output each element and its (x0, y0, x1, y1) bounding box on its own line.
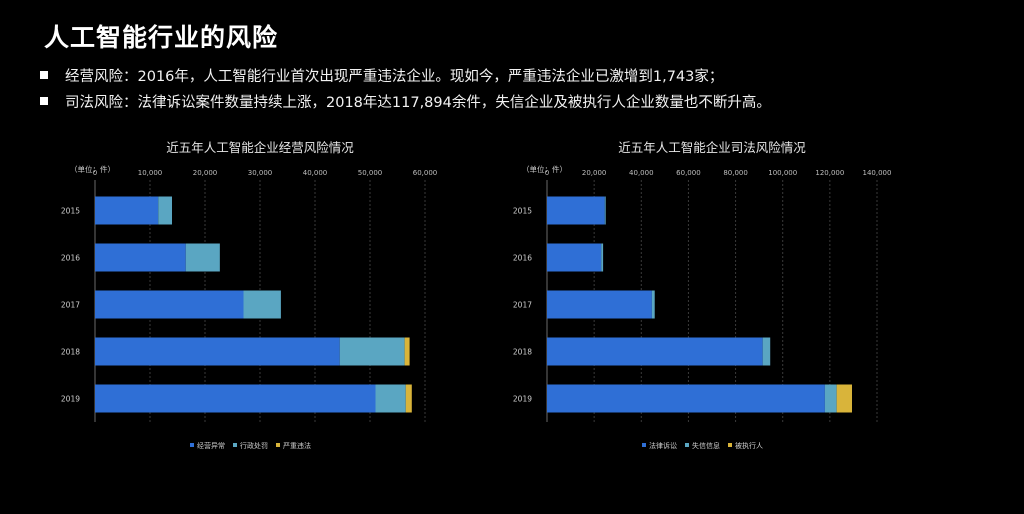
x-tick-label: 40,000 (629, 169, 654, 177)
category-label: 2018 (61, 348, 80, 357)
bar-segment (95, 243, 186, 272)
chart-title: 近五年人工智能企业司法风险情况 (618, 140, 806, 155)
bar-segment (547, 290, 652, 319)
x-tick-label: 80,000 (723, 169, 748, 177)
chart-judicial-risk: 近五年人工智能企业司法风险情况 （单位：件） 0 20,000 40,000 60,000… (492, 130, 932, 510)
legend-swatch (642, 443, 646, 447)
bar-segment (604, 196, 606, 225)
bullet-list: 经营风险：2016年，人工智能行业首次出现严重违法企业。现如今，严重违法企业已激… (40, 62, 1000, 114)
bar-segment (601, 243, 604, 272)
legend-swatch (728, 443, 732, 447)
bar-segment (95, 384, 376, 413)
x-tick-label: 50,000 (358, 169, 383, 177)
bar-segment (95, 290, 244, 319)
legend-label: 法律诉讼 (649, 441, 677, 450)
x-tick-label: 0 (545, 169, 549, 177)
x-tick-label: 30,000 (248, 169, 273, 177)
bar-segment (547, 196, 605, 225)
category-label: 2018 (513, 348, 532, 357)
x-tick-label: 100,000 (768, 169, 797, 177)
unit-label: （单位：件） (522, 164, 567, 174)
bar-segment (95, 337, 340, 366)
bar-segment (375, 384, 406, 413)
bar-segment (824, 384, 837, 413)
bar-segment (158, 196, 172, 225)
bar-segment (651, 290, 655, 319)
bullet-item: 经营风险：2016年，人工智能行业首次出现严重违法企业。现如今，严重违法企业已激… (40, 62, 1000, 88)
bullet-item: 司法风险：法律诉讼案件数量持续上涨，2018年达117,894余件，失信企业及被… (40, 88, 1000, 114)
x-tick-label: 120,000 (815, 169, 844, 177)
legend-label: 经营异常 (197, 441, 225, 450)
bullet-text: 经营风险：2016年，人工智能行业首次出现严重违法企业。现如今，严重违法企业已激… (65, 68, 724, 85)
bar-segment (95, 196, 159, 225)
bar-segment (243, 290, 281, 319)
x-tick-label: 40,000 (303, 169, 328, 177)
square-bullet-icon (40, 97, 48, 105)
category-label: 2017 (61, 301, 80, 310)
legend-swatch (685, 443, 689, 447)
chart-title: 近五年人工智能企业经营风险情况 (166, 140, 354, 155)
x-tick-label: 20,000 (582, 169, 607, 177)
chart-business-risk: 近五年人工智能企业经营风险情况 （单位：件） 0 10,000 20,000 30,000… (40, 130, 480, 510)
category-label: 2015 (513, 207, 532, 216)
x-tick-label: 60,000 (676, 169, 701, 177)
page-title: 人工智能行业的风险 (44, 23, 279, 52)
bar-segment (185, 243, 220, 272)
category-label: 2019 (61, 395, 80, 404)
category-label: 2016 (513, 254, 532, 263)
category-label: 2017 (513, 301, 532, 310)
bar-segment (404, 337, 410, 366)
legend-swatch (276, 443, 280, 447)
bar-segment (339, 337, 405, 366)
legend-label: 行政处罚 (240, 441, 268, 450)
legend-swatch (190, 443, 194, 447)
bar-segment (547, 384, 825, 413)
x-tick-label: 10,000 (138, 169, 163, 177)
legend-label: 严重违法 (283, 441, 311, 450)
category-label: 2019 (513, 395, 532, 404)
square-bullet-icon (40, 71, 48, 79)
bar-segment (547, 337, 763, 366)
unit-label: （单位：件） (70, 164, 115, 174)
bullet-text: 司法风险：法律诉讼案件数量持续上涨，2018年达117,894余件，失信企业及被… (65, 94, 771, 111)
legend-swatch (233, 443, 237, 447)
chart-svg: 近五年人工智能企业经营风险情况 （单位：件）0 10,000 20,000 30,000… (61, 140, 438, 450)
category-label: 2016 (61, 254, 80, 263)
bar-segment (836, 384, 853, 413)
x-tick-label: 0 (93, 169, 97, 177)
bar-segment (405, 384, 412, 413)
bar-segment (547, 243, 602, 272)
x-tick-label: 20,000 (193, 169, 218, 177)
bar-segment (762, 337, 771, 366)
x-tick-label: 140,000 (863, 169, 892, 177)
legend-label: 被执行人 (735, 441, 763, 450)
legend-label: 失信信息 (692, 441, 720, 450)
x-tick-label: 60,000 (413, 169, 438, 177)
category-label: 2015 (61, 207, 80, 216)
chart-svg: 近五年人工智能企业司法风险情况 （单位：件）0 20,000 40,000 60,000… (513, 140, 892, 450)
